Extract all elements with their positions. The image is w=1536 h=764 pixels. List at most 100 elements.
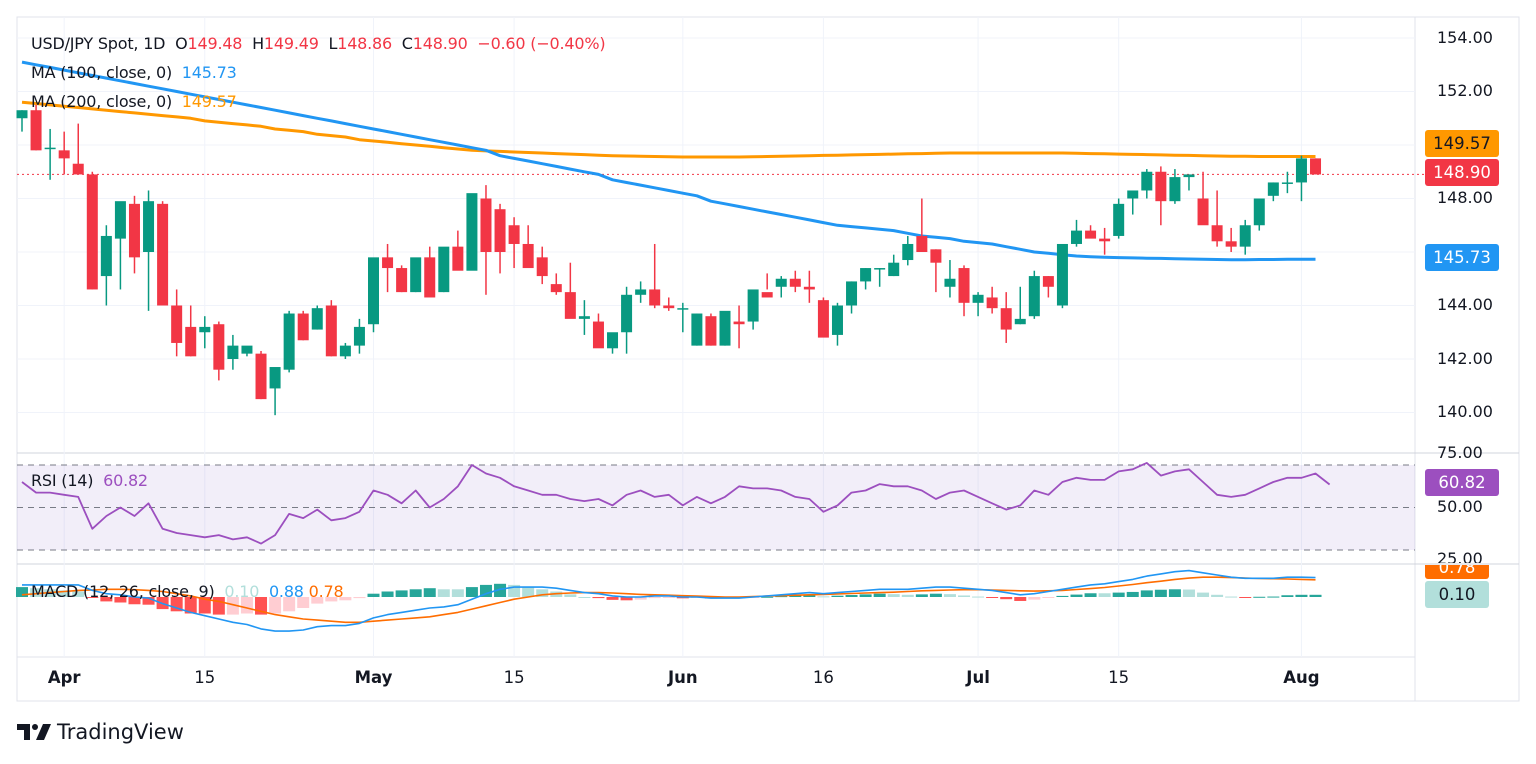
- macd-histogram-bar: [817, 596, 830, 598]
- price-tick-148: 148.00: [1437, 188, 1493, 207]
- macd-histogram-bar: [1098, 593, 1111, 597]
- close-label: C: [401, 34, 413, 53]
- candle-body: [1042, 276, 1054, 287]
- candle-body: [1099, 238, 1111, 242]
- macd-histogram-bar: [958, 595, 971, 597]
- candle: [325, 300, 337, 357]
- symbol-legend: USD/JPY Spot, 1D O149.48 H149.49 L148.86…: [31, 34, 606, 53]
- candle-body: [986, 297, 998, 309]
- candle: [1239, 219, 1251, 255]
- macd-histogram-bar: [184, 597, 197, 614]
- candle-body: [353, 326, 365, 346]
- candle-body: [1239, 225, 1251, 247]
- macd-hist-badge: 0.10: [1425, 581, 1489, 608]
- candle: [382, 243, 394, 293]
- candle-body: [424, 257, 436, 298]
- macd-histogram-bar: [1267, 596, 1280, 598]
- candle-body: [1295, 158, 1307, 183]
- close-value: 148.90: [412, 34, 468, 53]
- candle: [128, 195, 140, 274]
- candle-body: [1253, 198, 1265, 226]
- candle-body: [733, 321, 745, 325]
- candle-body: [114, 201, 126, 239]
- candle: [438, 246, 450, 293]
- candle-body: [100, 235, 112, 277]
- candle: [621, 286, 633, 354]
- macd-histogram-bar: [1168, 589, 1181, 597]
- macd-histogram-bar: [578, 597, 591, 598]
- macd-histogram-bar: [1295, 594, 1308, 597]
- candle-body: [44, 147, 56, 150]
- candle: [916, 198, 928, 252]
- candle: [1295, 155, 1307, 202]
- candle: [227, 334, 239, 370]
- macd-histogram-bar: [831, 595, 844, 597]
- candle: [958, 265, 970, 317]
- macd-legend: MACD (12, 26, close, 9) 0.10 0.88 0.78: [31, 582, 344, 601]
- candle: [1028, 270, 1040, 319]
- macd-histogram-bar: [353, 597, 366, 599]
- candle: [635, 281, 647, 303]
- candle: [817, 297, 829, 338]
- candle-body: [1141, 171, 1153, 191]
- macd-label: MACD (12, 26, close, 9): [31, 582, 215, 601]
- candle: [213, 321, 225, 381]
- candle: [691, 313, 703, 346]
- rsi-tick-75: 75.00: [1437, 446, 1483, 460]
- macd-histogram-bar: [1253, 596, 1266, 598]
- macd-histogram-bar: [1000, 597, 1013, 600]
- candle: [157, 201, 169, 306]
- open-value: 149.48: [187, 34, 243, 53]
- macd-histogram-bar: [564, 594, 577, 597]
- candle: [143, 190, 155, 311]
- time-axis-label: Jun: [667, 668, 698, 687]
- macd-histogram-bar: [226, 597, 239, 615]
- ma100-label: MA (100, close, 0): [31, 63, 172, 82]
- candle: [1267, 182, 1279, 202]
- candle-body: [452, 246, 464, 271]
- candle: [1014, 286, 1026, 325]
- macd-histogram-bar: [423, 588, 436, 597]
- candle-body: [1169, 177, 1181, 202]
- candle: [1127, 190, 1139, 215]
- rsi-line: [21, 461, 1331, 545]
- macd-histogram-bar: [1056, 595, 1069, 597]
- candle: [466, 193, 478, 271]
- rsi-tick-75-text: 75.00: [1437, 446, 1483, 460]
- candle: [578, 300, 590, 335]
- candle: [480, 185, 492, 295]
- candle: [663, 297, 675, 311]
- candle-body: [1267, 182, 1279, 196]
- macd-histogram-bar: [16, 587, 28, 597]
- candle-body: [958, 268, 970, 303]
- candle-body: [128, 203, 140, 258]
- macd-histogram-bar: [887, 594, 900, 597]
- macd-histogram-bar: [873, 593, 886, 597]
- macd-histogram-bar: [1042, 597, 1055, 598]
- price-tick-154: 154.00: [1437, 28, 1493, 47]
- candle: [860, 268, 872, 290]
- candle-body: [1155, 171, 1167, 202]
- candle: [72, 123, 84, 175]
- macd-histogram-bar: [606, 597, 619, 600]
- candle: [733, 305, 745, 349]
- candle-body: [1127, 190, 1139, 199]
- candle-body: [1197, 198, 1209, 226]
- candle-body: [705, 316, 717, 346]
- low-label: L: [328, 34, 338, 53]
- candle-body: [719, 310, 731, 346]
- candle-body: [283, 313, 295, 370]
- candle: [30, 104, 42, 151]
- candle-body: [1310, 158, 1322, 175]
- candle-body: [789, 278, 801, 287]
- candle: [1085, 225, 1097, 239]
- macd-histogram-bar: [367, 593, 380, 597]
- candle: [607, 332, 619, 354]
- candle-body: [466, 193, 478, 271]
- candle-body: [227, 345, 239, 359]
- macd-histogram-bar: [72, 591, 85, 597]
- macd-histogram-bar: [1140, 590, 1153, 597]
- macd-histogram-bar: [915, 594, 928, 597]
- macd-histogram-bar: [339, 597, 352, 601]
